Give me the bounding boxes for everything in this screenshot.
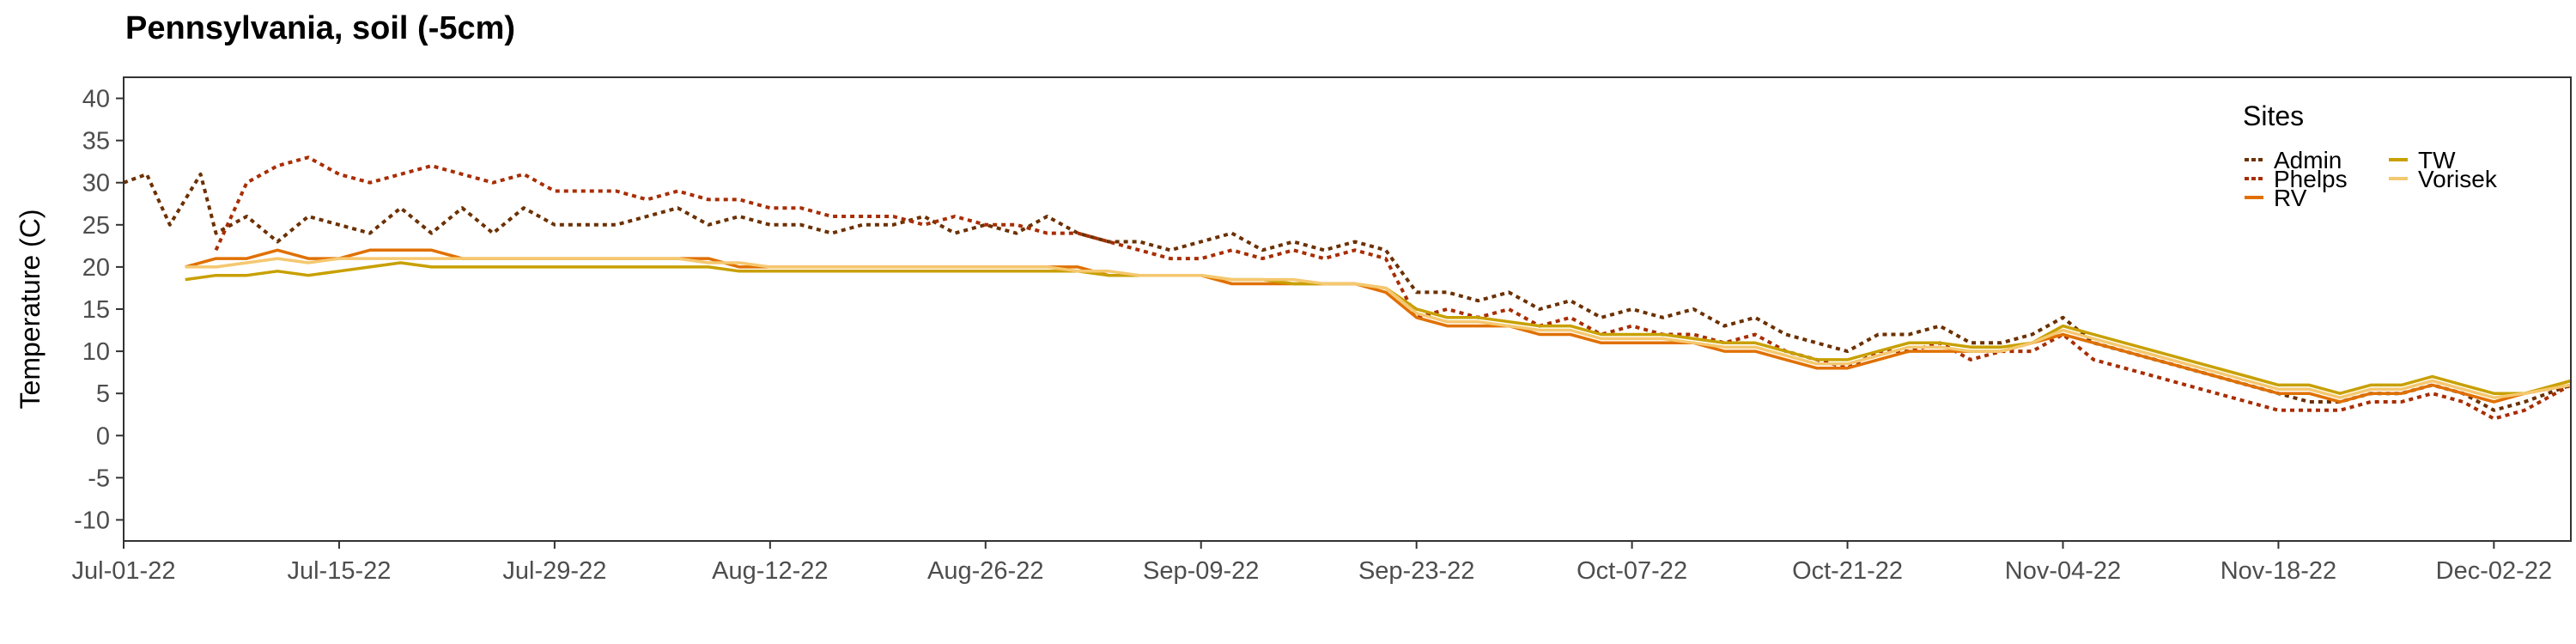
x-tick-label: Nov-04-22	[2005, 557, 2121, 585]
series-line-phelps	[214, 155, 2572, 421]
x-tick-label: Nov-18-22	[2221, 557, 2336, 585]
y-tick-label: -5	[88, 465, 110, 492]
x-tick-label: Aug-26-22	[927, 557, 1043, 585]
y-tick-label: 20	[82, 254, 110, 282]
x-tick-label: Oct-07-22	[1577, 557, 1687, 585]
x-tick-label: Dec-02-22	[2436, 557, 2552, 585]
y-axis-title: Temperature (C)	[15, 210, 46, 410]
y-tick-label: 25	[82, 212, 110, 240]
y-tick-label: 40	[82, 86, 110, 113]
x-axis: Jul-01-22 Jul-15-22 Jul-29-22 Aug-12-22 Aug-…	[72, 541, 2552, 585]
legend-label-phelps: Phelps	[2274, 166, 2348, 192]
series-line-vorisek	[185, 257, 2572, 399]
y-tick-label: 15	[82, 296, 110, 324]
legend-label-vorisek: Vorisek	[2418, 166, 2498, 192]
legend-label-admin: Admin	[2274, 147, 2342, 173]
chart-title: Pennsylvania, soil (-5cm)	[125, 10, 516, 46]
series-line-rv	[185, 248, 2572, 404]
x-tick-label: Sep-23-22	[1358, 557, 1474, 585]
y-tick-label: 0	[96, 422, 110, 450]
y-tick-label: 5	[96, 380, 110, 408]
legend-label-rv: RV	[2274, 185, 2307, 211]
y-tick-label: 35	[82, 128, 110, 155]
series-line-admin	[123, 172, 2572, 412]
y-tick-label: -10	[74, 507, 110, 534]
legend-title: Sites	[2243, 100, 2304, 131]
y-axis: 40 35 30 25 20 15 10 5 0 -5 -10	[74, 86, 124, 534]
y-tick-label: 10	[82, 338, 110, 366]
y-tick-label: 30	[82, 170, 110, 197]
x-tick-label: Sep-09-22	[1143, 557, 1259, 585]
legend-label-tw: TW	[2418, 147, 2456, 173]
x-tick-label: Jul-01-22	[72, 557, 176, 585]
plot-panel-border	[123, 76, 2572, 542]
x-tick-label: Aug-12-22	[712, 557, 828, 585]
x-tick-label: Jul-15-22	[287, 557, 391, 585]
x-tick-label: Jul-29-22	[502, 557, 606, 585]
x-tick-label: Oct-21-22	[1792, 557, 1903, 585]
series-lines	[123, 155, 2572, 421]
